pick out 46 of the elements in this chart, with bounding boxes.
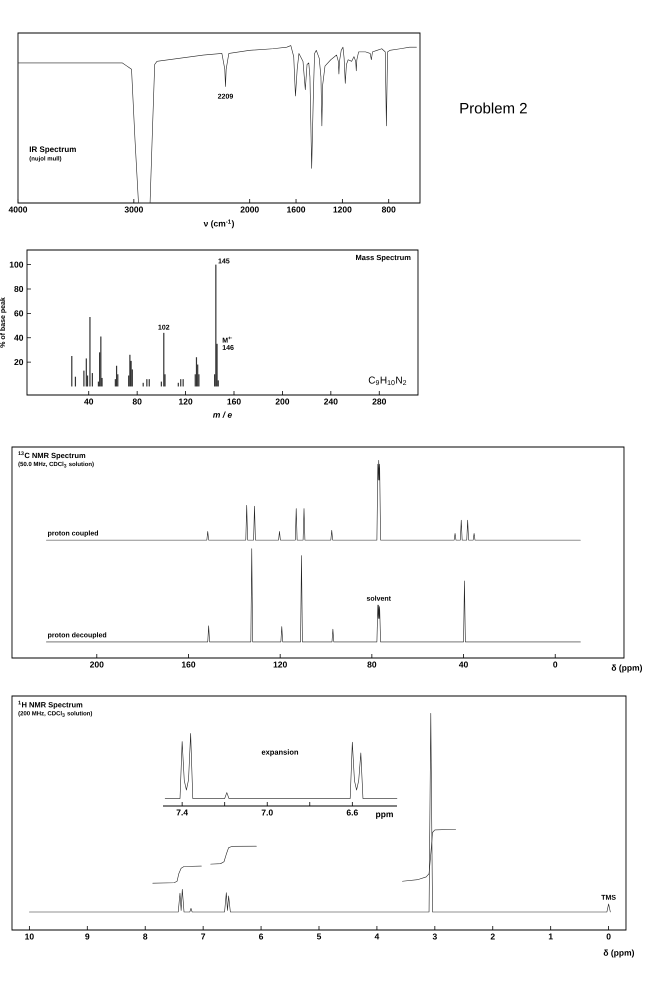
x-tick-label: 10 — [25, 934, 34, 940]
text: IR Spectrum — [30, 146, 76, 154]
y-tick-label: 60 — [14, 310, 24, 316]
y-tick-label: 40 — [14, 334, 24, 341]
x-tick-label: 1200 — [333, 206, 352, 213]
x-tick-label: 1 — [548, 934, 553, 940]
x-tick-label: 0 — [606, 934, 611, 940]
x-tick-label: 7.0 — [262, 810, 273, 816]
x-tick-label: 7.4 — [176, 810, 188, 816]
x-tick-label: 120 — [179, 398, 192, 405]
x-axis-title: ppm — [376, 812, 393, 819]
x-tick-label: 200 — [276, 398, 290, 405]
x-tick-label: 0 — [553, 662, 558, 668]
x-tick-label: 3 — [432, 934, 437, 940]
x-tick-label: 2 — [490, 934, 495, 940]
x-tick-label: 40 — [84, 398, 94, 405]
x-tick-label: 120 — [274, 662, 287, 668]
x-tick-label: 800 — [382, 206, 396, 213]
x-tick-label: 80 — [367, 662, 376, 668]
x-axis-title: ν (cm$^{-1}$) — [204, 220, 234, 228]
x-tick-label: 240 — [324, 398, 338, 405]
x-tick-label: 2000 — [240, 206, 259, 213]
y-tick-label: 80 — [14, 286, 24, 292]
x-tick-label: 200 — [90, 662, 104, 668]
x-tick-label: 8 — [143, 934, 148, 940]
x-axis-title: δ (ppm) — [612, 664, 642, 672]
x-tick-label: 80 — [132, 398, 142, 405]
annotation: C$_{9}$H$_{10}$N$_{2}$ — [368, 376, 406, 386]
x-tick-label: 7 — [201, 934, 206, 940]
y-tick-label: 20 — [14, 359, 24, 366]
x-tick-label: 6.6 — [346, 810, 358, 816]
x-tick-label: 3000 — [124, 206, 143, 213]
x-tick-label: 40 — [458, 662, 468, 668]
x-tick-label: 280 — [372, 398, 386, 405]
x-tick-label: 4000 — [8, 206, 28, 213]
x-tick-label: 160 — [227, 398, 241, 405]
x-tick-label: 4 — [374, 934, 380, 940]
x-tick-label: 9 — [85, 934, 90, 940]
x-tick-label: 6 — [259, 934, 264, 940]
y-tick-label: 100 — [10, 262, 24, 268]
text: Problem 2 — [460, 102, 527, 114]
x-tick-label: 1600 — [287, 206, 306, 213]
x-axis-title: δ (ppm) — [604, 950, 634, 958]
x-tick-label: 160 — [182, 662, 196, 668]
x-axis-title: m / e — [212, 412, 232, 418]
x-tick-label: 5 — [316, 934, 322, 940]
